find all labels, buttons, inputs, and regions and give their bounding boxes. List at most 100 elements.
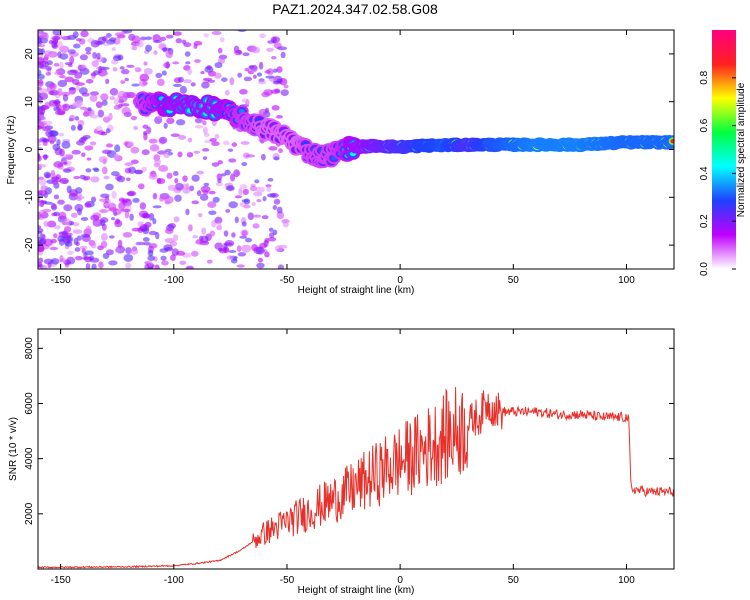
spectrogram-cell [140,36,147,41]
spectrogram-cell [111,217,116,221]
spectrogram-cell [158,165,169,172]
spectrogram-cell [190,82,196,87]
spectrogram-cell [187,68,193,75]
spectrogram-cell [74,116,80,121]
spectrogram-cell [187,266,192,269]
spectrogram-cell [61,104,68,109]
spectrogram-cell [124,162,134,166]
spectrogram-cell [100,93,109,101]
spectrogram-cell [38,163,47,168]
spectrogram-cell [261,215,269,220]
spectrogram-cell [169,240,178,247]
spectrogram-cell [202,120,207,126]
spectrogram-cell [278,148,283,154]
spectrogram-cell [241,98,248,103]
spectrogram-cell [273,156,280,161]
spectrogram-cell [69,69,79,74]
spectrogram-cell [124,77,129,82]
spectrogram-cell [113,153,120,161]
spectrogram-cell [101,149,112,154]
spectrogram-cell [102,166,108,175]
spectrogram-cell [70,212,78,218]
spectrogram-cell [166,172,173,179]
spectrogram-y-label: Frequency (Hz) [6,116,17,185]
spectrogram-cell [274,245,283,252]
spectrogram-cell [72,229,83,234]
spectrogram-cell [166,117,175,124]
spectrogram-cell [57,235,65,242]
spectrogram-cell [242,188,249,195]
spectrogram-cell [66,256,76,265]
spectrogram-heatmap [38,30,674,269]
colorbar-ticks: 0.0 0.2 0.4 0.6 0.8 [699,70,736,276]
spectrogram-cell [52,143,61,151]
spectrogram-cell [98,198,108,202]
spectrogram-cell [43,238,53,247]
spectrogram-cell [182,79,192,84]
spectrogram-cell [266,185,272,192]
spectrogram-cell [191,174,200,182]
spectrogram-cell [72,43,81,49]
spectrogram-cell [69,56,75,65]
spectrogram-cell [38,121,47,127]
spectrogram-cell [234,195,242,199]
spectrogram-cell [271,55,277,60]
spectrogram-cell [240,141,250,145]
spectrogram-cell [130,159,139,164]
spectrogram-cell [148,243,158,249]
spectrogram-cell [127,141,135,147]
spectrogram-cell [173,77,182,84]
spectrogram-cell [256,199,262,203]
spectrogram-cell [113,98,119,106]
spectrogram-cell [163,244,173,251]
spectrogram-cell [51,212,58,217]
spectrogram-cell [141,166,148,172]
spectrogram-cell [38,230,43,235]
spectrogram-cell [92,218,103,227]
snr-x-tick-label: 100 [618,575,635,586]
spectrogram-cell [265,75,275,79]
spectrogram-cell [195,239,204,245]
snr-x-tick-label: 50 [508,575,520,586]
spectrogram-cell [164,148,172,153]
colorbar-tick-label: 0.8 [699,70,710,84]
spectrogram-cell [120,208,131,213]
spectrogram-cell [251,201,256,207]
spectrogram-cell [109,37,116,42]
spectrogram-cell [174,182,184,191]
spectrogram-cell [167,184,177,191]
spectrogram-cell [214,62,223,69]
spectrogram-cell [115,218,121,225]
spectrogram-cell [209,230,216,237]
snr-series-line [38,386,674,569]
spectrogram-cell [211,141,220,147]
spectrogram-cell [235,171,241,176]
spectrogram-cell [217,47,223,54]
spectrogram-cell [74,71,83,79]
spectrogram-x-tick-label: -50 [280,275,295,286]
spectrogram-cell [76,235,82,241]
spectrogram-cell [114,32,125,37]
spectrogram-cell [183,42,192,48]
spectrogram-cell [89,91,100,96]
spectrogram-cell [173,171,179,176]
spectrogram-cell [197,212,203,218]
spectrogram-cell [38,236,43,244]
spectrogram-cell [196,170,204,175]
spectrogram-cell [152,205,162,209]
spectrogram-cell [221,173,227,177]
spectrogram-cell [211,162,220,167]
spectrogram-cell [256,262,265,269]
spectrogram-cell [256,72,263,77]
spectrogram-cell [216,173,223,181]
spectrogram-cell [155,72,163,79]
spectrogram-cell [142,237,150,242]
spectrogram-cell [193,43,198,49]
spectrogram-cell [272,204,278,210]
spectrogram-cell [252,74,257,79]
spectrogram-cell [113,104,122,110]
spectrogram-cell [57,199,65,205]
spectrogram-cell [234,50,243,56]
spectrogram-cell [170,254,176,262]
snr-x-tick-label: 0 [397,575,403,586]
